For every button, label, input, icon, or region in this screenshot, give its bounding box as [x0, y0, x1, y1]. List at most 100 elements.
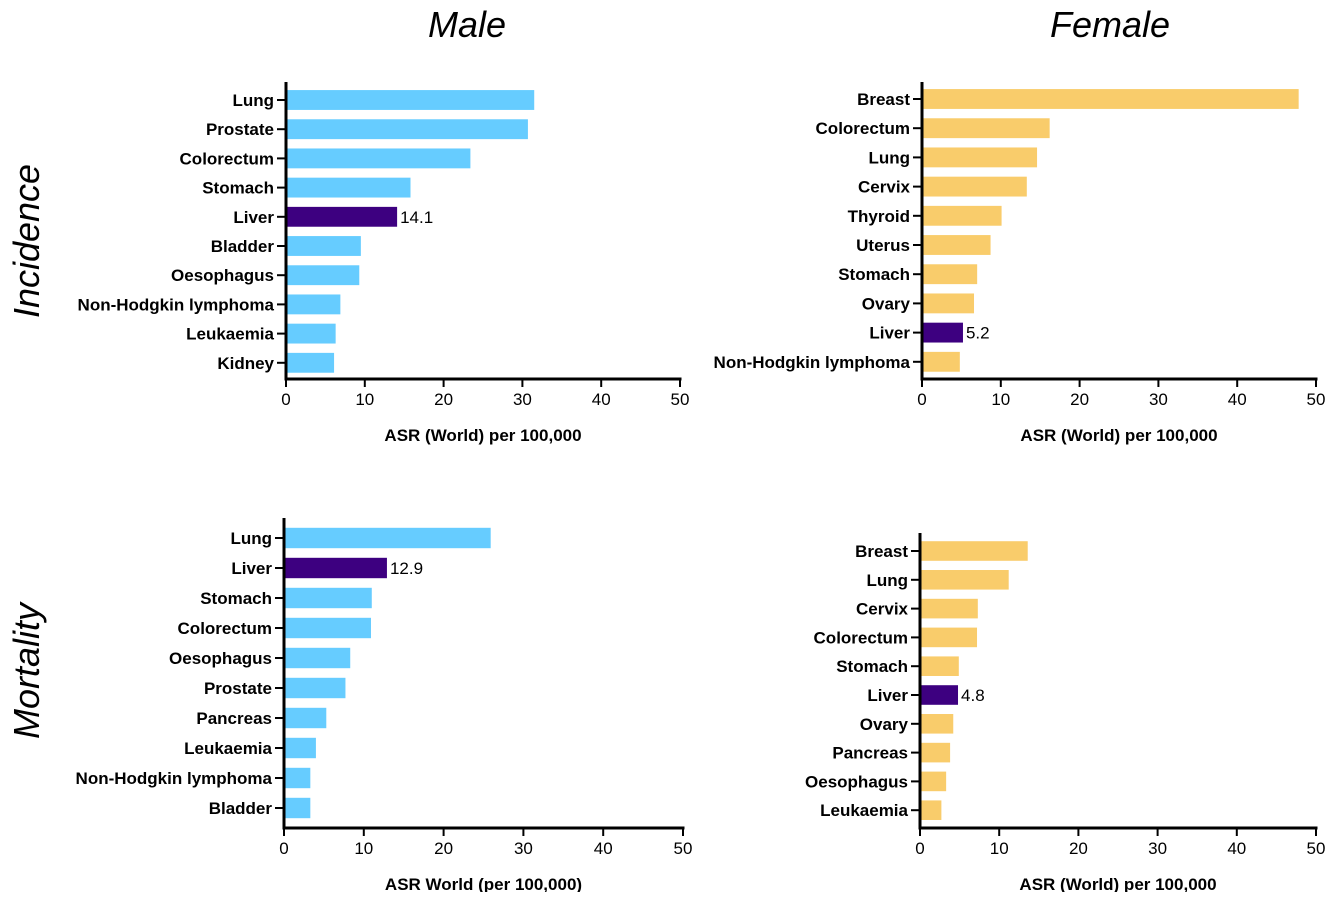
data-label-liver: 4.8: [961, 686, 985, 705]
category-label-colorectum: Colorectum: [178, 619, 272, 638]
x-tick-label: 30: [1149, 390, 1168, 409]
x-tick-label: 0: [279, 839, 288, 858]
category-label-prostate: Prostate: [206, 120, 274, 139]
x-axis-title: ASR (World) per 100,000: [1020, 426, 1217, 445]
category-label-non-hodgkin-lymphoma: Non-Hodgkin lymphoma: [76, 769, 273, 788]
bar-stomach: [923, 264, 978, 285]
x-axis-title: ASR World (per 100,000): [385, 875, 582, 892]
bar-lung: [923, 147, 1038, 168]
category-label-oesophagus: Oesophagus: [805, 772, 908, 791]
panel-female-incidence: 0 10 20 30 40 50 ASR (World) per 100,000 Breast…: [714, 82, 1326, 445]
panel-male-mortality: 0 10 20 30 40 50 ASR World (per 100,000) Lung Li…: [76, 518, 693, 894]
x-tick-label: 40: [1228, 390, 1247, 409]
category-label-breast: Breast: [857, 90, 910, 109]
x-tick-label: 20: [1069, 839, 1088, 858]
bar-bladder: [285, 797, 311, 819]
category-label-lung: Lung: [866, 571, 908, 590]
bar-non-hodgkin-lymphoma: [287, 294, 341, 315]
bar-prostate: [285, 677, 346, 699]
x-tick-label: 10: [354, 839, 373, 858]
bar-colorectum: [287, 148, 471, 169]
bar-leukaemia: [921, 800, 942, 820]
category-label-leukaemia: Leukaemia: [184, 739, 272, 758]
data-label-liver: 12.9: [390, 559, 423, 578]
category-label-leukaemia: Leukaemia: [186, 325, 274, 344]
bar-oesophagus: [285, 647, 351, 669]
category-label-oesophagus: Oesophagus: [171, 266, 274, 285]
category-label-non-hodgkin-lymphoma: Non-Hodgkin lymphoma: [78, 295, 275, 314]
bar-ovary: [921, 714, 954, 734]
x-tick-label: 40: [594, 839, 613, 858]
bar-leukaemia: [285, 737, 316, 759]
x-tick-label: 40: [1227, 839, 1246, 858]
bar-oesophagus: [921, 771, 947, 792]
bar-stomach: [287, 177, 411, 198]
bar-liver: [287, 206, 398, 227]
chart-panels: 0 10 20 30 40 50 ASR (World) per 100,000 Lung Pr…: [76, 82, 1326, 894]
category-label-pancreas: Pancreas: [196, 709, 272, 728]
bar-breast: [923, 89, 1299, 109]
category-label-colorectum: Colorectum: [816, 119, 910, 138]
bar-pancreas: [921, 742, 951, 763]
bar-prostate: [287, 119, 528, 140]
bar-liver: [923, 322, 963, 343]
row-title-incidence: Incidence: [6, 164, 47, 318]
x-tick-label: 10: [355, 390, 374, 409]
bar-cervix: [921, 598, 978, 619]
x-axis-title: ASR (World) per 100,000: [1019, 875, 1216, 892]
bar-thyroid: [923, 205, 1002, 226]
category-label-lung: Lung: [232, 91, 274, 110]
category-label-ovary: Ovary: [862, 294, 911, 313]
category-label-stomach: Stomach: [836, 657, 908, 676]
category-label-ovary: Ovary: [860, 715, 909, 734]
category-label-lung: Lung: [868, 148, 910, 167]
category-label-cervix: Cervix: [858, 178, 911, 197]
x-tick-label: 10: [990, 839, 1009, 858]
category-label-pancreas: Pancreas: [832, 744, 908, 763]
category-label-colorectum: Colorectum: [180, 149, 274, 168]
category-label-thyroid: Thyroid: [848, 207, 910, 226]
category-label-stomach: Stomach: [838, 265, 910, 284]
bar-lung: [285, 527, 491, 549]
x-tick-label: 50: [1307, 390, 1326, 409]
bar-kidney: [287, 352, 335, 373]
bar-colorectum: [921, 627, 978, 648]
category-label-liver: Liver: [231, 559, 272, 578]
bar-non-hodgkin-lymphoma: [285, 767, 311, 789]
x-tick-label: 20: [434, 390, 453, 409]
bar-bladder: [287, 236, 361, 256]
x-tick-label: 0: [915, 839, 924, 858]
category-label-oesophagus: Oesophagus: [169, 649, 272, 668]
category-label-breast: Breast: [855, 542, 908, 561]
bar-liver: [921, 685, 959, 705]
panel-male-incidence: 0 10 20 30 40 50 ASR (World) per 100,000 Lung Pr…: [78, 82, 689, 445]
x-axis-title: ASR (World) per 100,000: [384, 426, 581, 445]
category-label-lung: Lung: [230, 529, 272, 548]
category-label-kidney: Kidney: [217, 354, 274, 373]
bar-lung: [921, 570, 1009, 590]
bar-oesophagus: [287, 265, 360, 286]
x-tick-label: 30: [514, 839, 533, 858]
category-label-prostate: Prostate: [204, 679, 272, 698]
column-title-male: Male: [428, 4, 506, 45]
x-tick-label: 0: [917, 390, 926, 409]
bar-stomach: [285, 587, 372, 609]
x-tick-label: 0: [281, 390, 290, 409]
bar-cervix: [923, 176, 1027, 197]
bar-uterus: [923, 235, 991, 255]
data-label-liver: 14.1: [400, 208, 433, 227]
data-label-liver: 5.2: [966, 324, 990, 343]
category-label-liver: Liver: [869, 324, 910, 343]
column-title-female: Female: [1050, 4, 1170, 45]
category-label-liver: Liver: [233, 208, 274, 227]
x-tick-label: 30: [1148, 839, 1167, 858]
panel-female-mortality: 0 10 20 30 40 50 ASR (World) per 100,000 Breast…: [805, 533, 1325, 894]
category-label-bladder: Bladder: [209, 799, 273, 818]
x-tick-label: 50: [674, 839, 693, 858]
bar-liver: [285, 557, 387, 579]
bar-colorectum: [923, 118, 1050, 139]
category-label-stomach: Stomach: [200, 589, 272, 608]
category-label-uterus: Uterus: [856, 236, 910, 255]
